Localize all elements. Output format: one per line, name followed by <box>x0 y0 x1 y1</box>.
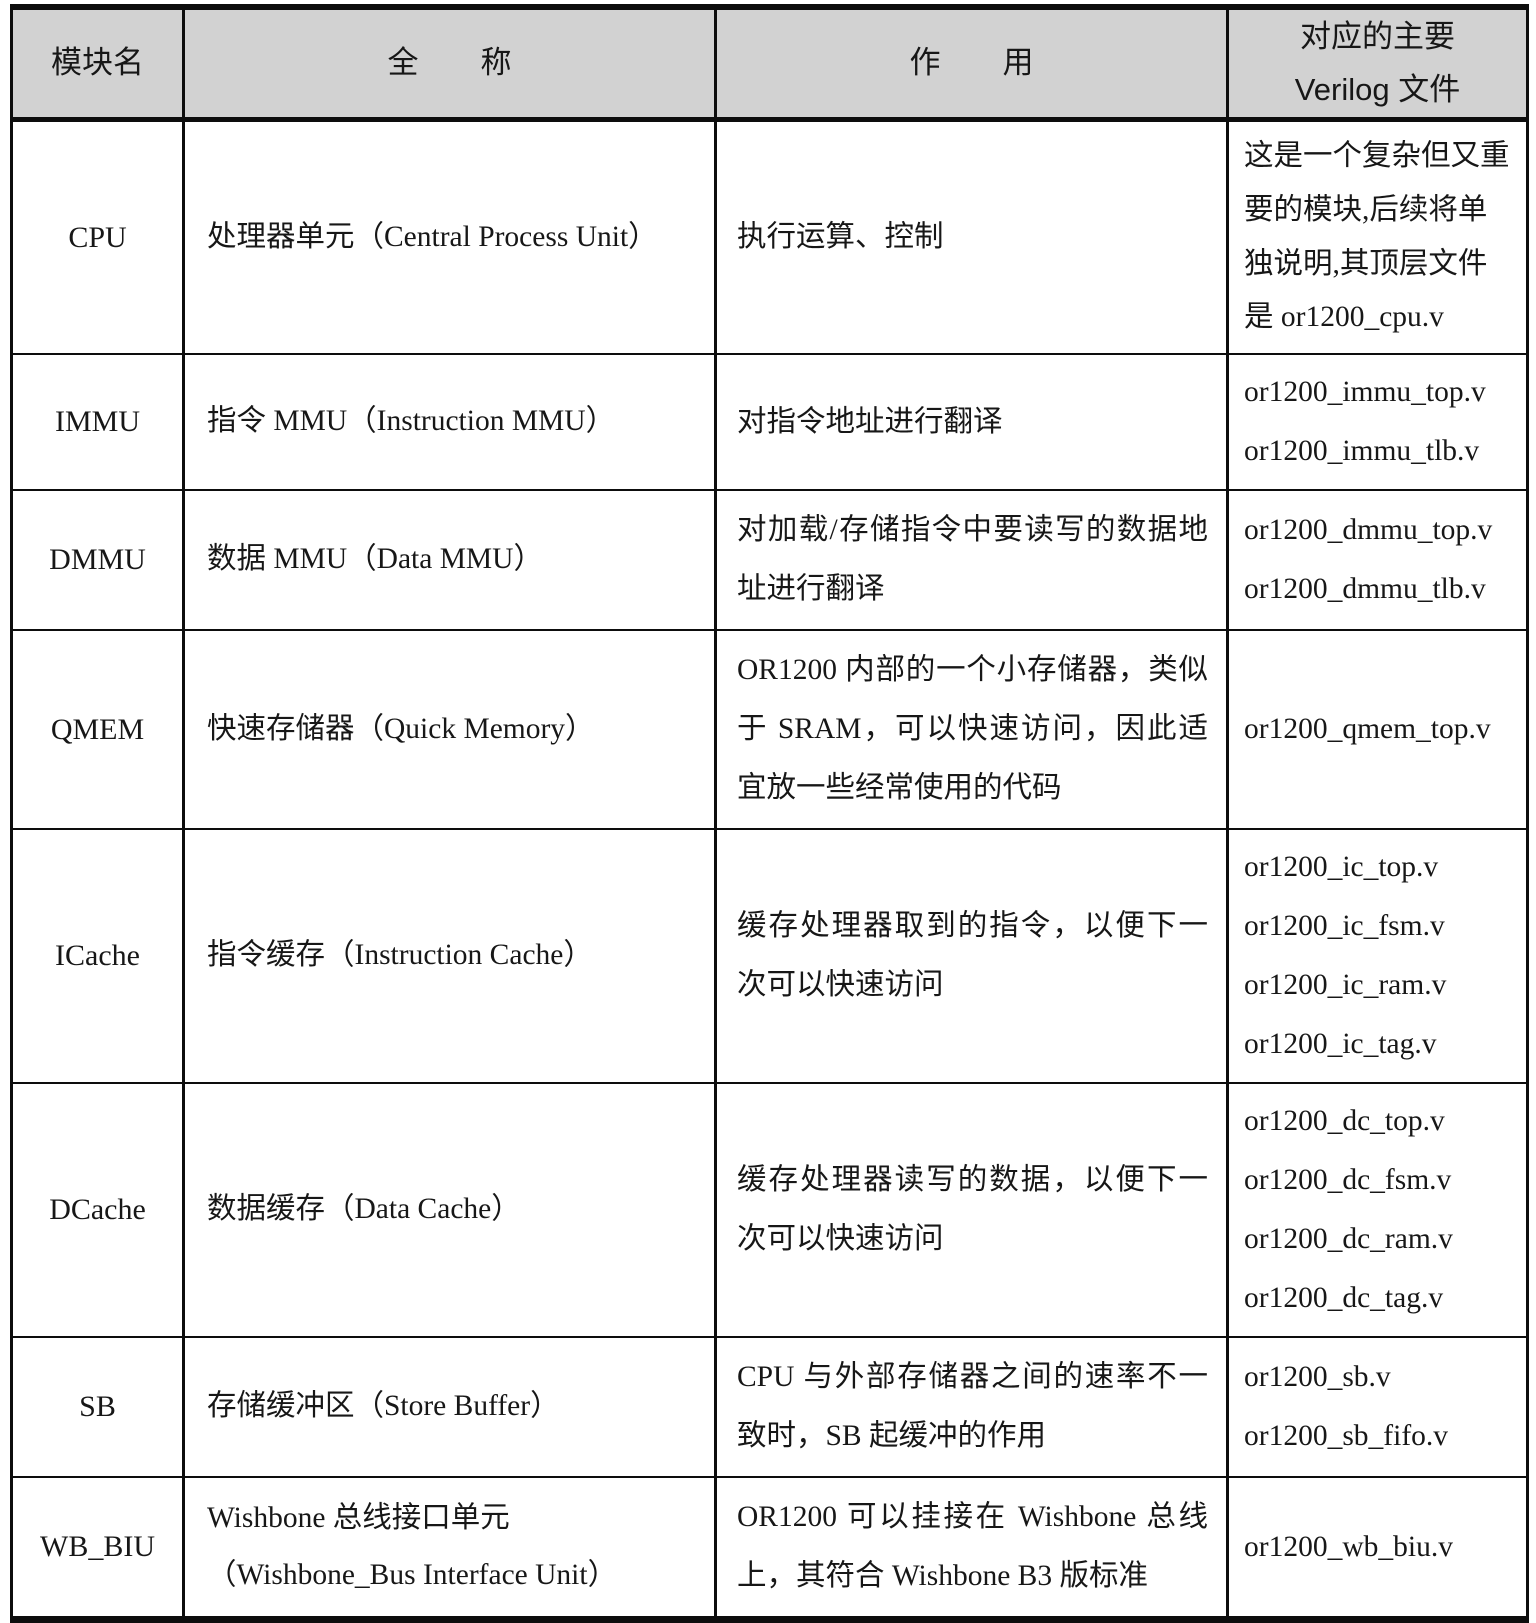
cell-module-name: CPU <box>10 118 185 356</box>
cell-verilog-files: or1200_immu_top.v or1200_immu_tlb.v <box>1226 353 1529 492</box>
cell-module-name: QMEM <box>10 629 185 831</box>
cell-function: 缓存处理器读写的数据，以便下一次可以快速访问 <box>714 1082 1229 1339</box>
cell-full-name: 数据缓存（Data Cache） <box>182 1082 717 1339</box>
cell-full-name: 指令缓存（Instruction Cache） <box>182 828 717 1085</box>
verilog-file-name: or1200_dc_ram.v <box>1244 1223 1453 1256</box>
header-verilog-line1: 对应的主要 <box>1300 19 1455 54</box>
cell-full-name: 指令 MMU（Instruction MMU） <box>182 353 717 492</box>
cell-verilog-files: or1200_dmmu_top.v or1200_dmmu_tlb.v <box>1226 489 1529 632</box>
cell-module-name: SB <box>10 1336 185 1479</box>
table-row: WB_BIU Wishbone 总线接口单元（Wishbone_Bus Inter… <box>10 1476 1529 1621</box>
cell-verilog-files: or1200_wb_biu.v <box>1226 1476 1529 1621</box>
cell-function: 执行运算、控制 <box>714 118 1229 356</box>
verilog-file-name: or1200_sb_fifo.v <box>1244 1420 1449 1453</box>
header-full-name: 全 称 <box>182 6 717 123</box>
cell-function: 缓存处理器取到的指令，以便下一次可以快速访问 <box>714 828 1229 1085</box>
verilog-file-name: or1200_ic_top.v <box>1244 851 1439 884</box>
verilog-file-name: or1200_dmmu_tlb.v <box>1244 573 1486 606</box>
header-module: 模块名 <box>10 6 185 123</box>
table-row: DMMU 数据 MMU（Data MMU） 对加载/存储指令中要读写的数据地址进行翻… <box>10 489 1529 632</box>
verilog-file-name: or1200_immu_top.v <box>1244 376 1486 409</box>
table-row: DCache 数据缓存（Data Cache） 缓存处理器读写的数据，以便下一次可以… <box>10 1082 1529 1339</box>
cell-full-name: 数据 MMU（Data MMU） <box>182 489 717 632</box>
header-row: 模块名 全 称 作 用 对应的主要 Verilog 文件 <box>10 6 1529 123</box>
module-table-container: 模块名 全 称 作 用 对应的主要 Verilog 文件 CPU 处理器单元（Ce… <box>10 4 1529 1623</box>
header-verilog-line2: Verilog 文件 <box>1294 71 1461 107</box>
cell-function: OR1200 可以挂接在 Wishbone 总线上，其符合 Wishbone B… <box>714 1476 1229 1621</box>
verilog-file-name: or1200_immu_tlb.v <box>1244 435 1480 468</box>
header-function: 作 用 <box>714 6 1229 123</box>
cell-full-name: 处理器单元（Central Process Unit） <box>182 118 717 356</box>
header-verilog-files: 对应的主要 Verilog 文件 <box>1226 6 1529 123</box>
table-row: CPU 处理器单元（Central Process Unit） 执行运算、控制 这是一… <box>10 118 1529 356</box>
cell-verilog-files: or1200_qmem_top.v <box>1226 629 1529 831</box>
cell-module-name: DCache <box>10 1082 185 1339</box>
verilog-file-name: or1200_dc_top.v <box>1244 1105 1445 1138</box>
cell-verilog-files: 这是一个复杂但又重要的模块,后续将单独说明,其顶层文件是 or1200_cpu.… <box>1226 118 1529 356</box>
verilog-file-name: or1200_ic_tag.v <box>1244 1028 1437 1061</box>
table-row: ICache 指令缓存（Instruction Cache） 缓存处理器取到的指令，… <box>10 828 1529 1085</box>
table-body: CPU 处理器单元（Central Process Unit） 执行运算、控制 这是一… <box>10 118 1529 1621</box>
verilog-file-name: or1200_dc_fsm.v <box>1244 1164 1452 1197</box>
verilog-note: 这是一个复杂但又重要的模块,后续将单独说明,其顶层文件是 or1200_cpu.… <box>1244 140 1510 334</box>
verilog-file-name: or1200_wb_biu.v <box>1244 1530 1453 1563</box>
cell-full-name: Wishbone 总线接口单元（Wishbone_Bus Interface U… <box>182 1476 717 1621</box>
cell-full-name: 快速存储器（Quick Memory） <box>182 629 717 831</box>
cell-module-name: WB_BIU <box>10 1476 185 1621</box>
cell-function: OR1200 内部的一个小存储器，类似于 SRAM，可以快速访问，因此适宜放一些… <box>714 629 1229 831</box>
cell-full-name: 存储缓冲区（Store Buffer） <box>182 1336 717 1479</box>
cell-function: 对指令地址进行翻译 <box>714 353 1229 492</box>
cell-function: CPU 与外部存储器之间的速率不一致时，SB 起缓冲的作用 <box>714 1336 1229 1479</box>
verilog-file-name: or1200_dc_tag.v <box>1244 1282 1444 1315</box>
cell-module-name: ICache <box>10 828 185 1085</box>
cell-verilog-files: or1200_sb.v or1200_sb_fifo.v <box>1226 1336 1529 1479</box>
cell-module-name: DMMU <box>10 489 185 632</box>
cell-module-name: IMMU <box>10 353 185 492</box>
table-row: IMMU 指令 MMU（Instruction MMU） 对指令地址进行翻译 or12… <box>10 353 1529 492</box>
or1200-module-table: 模块名 全 称 作 用 对应的主要 Verilog 文件 CPU 处理器单元（Ce… <box>10 4 1529 1623</box>
table-row: SB 存储缓冲区（Store Buffer） CPU 与外部存储器之间的速率不一致时… <box>10 1336 1529 1479</box>
verilog-file-name: or1200_sb.v <box>1244 1361 1391 1394</box>
verilog-file-name: or1200_qmem_top.v <box>1244 713 1491 746</box>
verilog-file-name: or1200_dmmu_top.v <box>1244 514 1493 547</box>
cell-verilog-files: or1200_ic_top.v or1200_ic_fsm.v or1200_ic_… <box>1226 828 1529 1085</box>
table-header: 模块名 全 称 作 用 对应的主要 Verilog 文件 <box>10 6 1529 123</box>
verilog-file-name: or1200_ic_ram.v <box>1244 969 1447 1002</box>
table-row: QMEM 快速存储器（Quick Memory） OR1200 内部的一个小存储器，… <box>10 629 1529 831</box>
cell-function: 对加载/存储指令中要读写的数据地址进行翻译 <box>714 489 1229 632</box>
cell-verilog-files: or1200_dc_top.v or1200_dc_fsm.v or1200_dc_… <box>1226 1082 1529 1339</box>
verilog-file-name: or1200_ic_fsm.v <box>1244 910 1445 943</box>
